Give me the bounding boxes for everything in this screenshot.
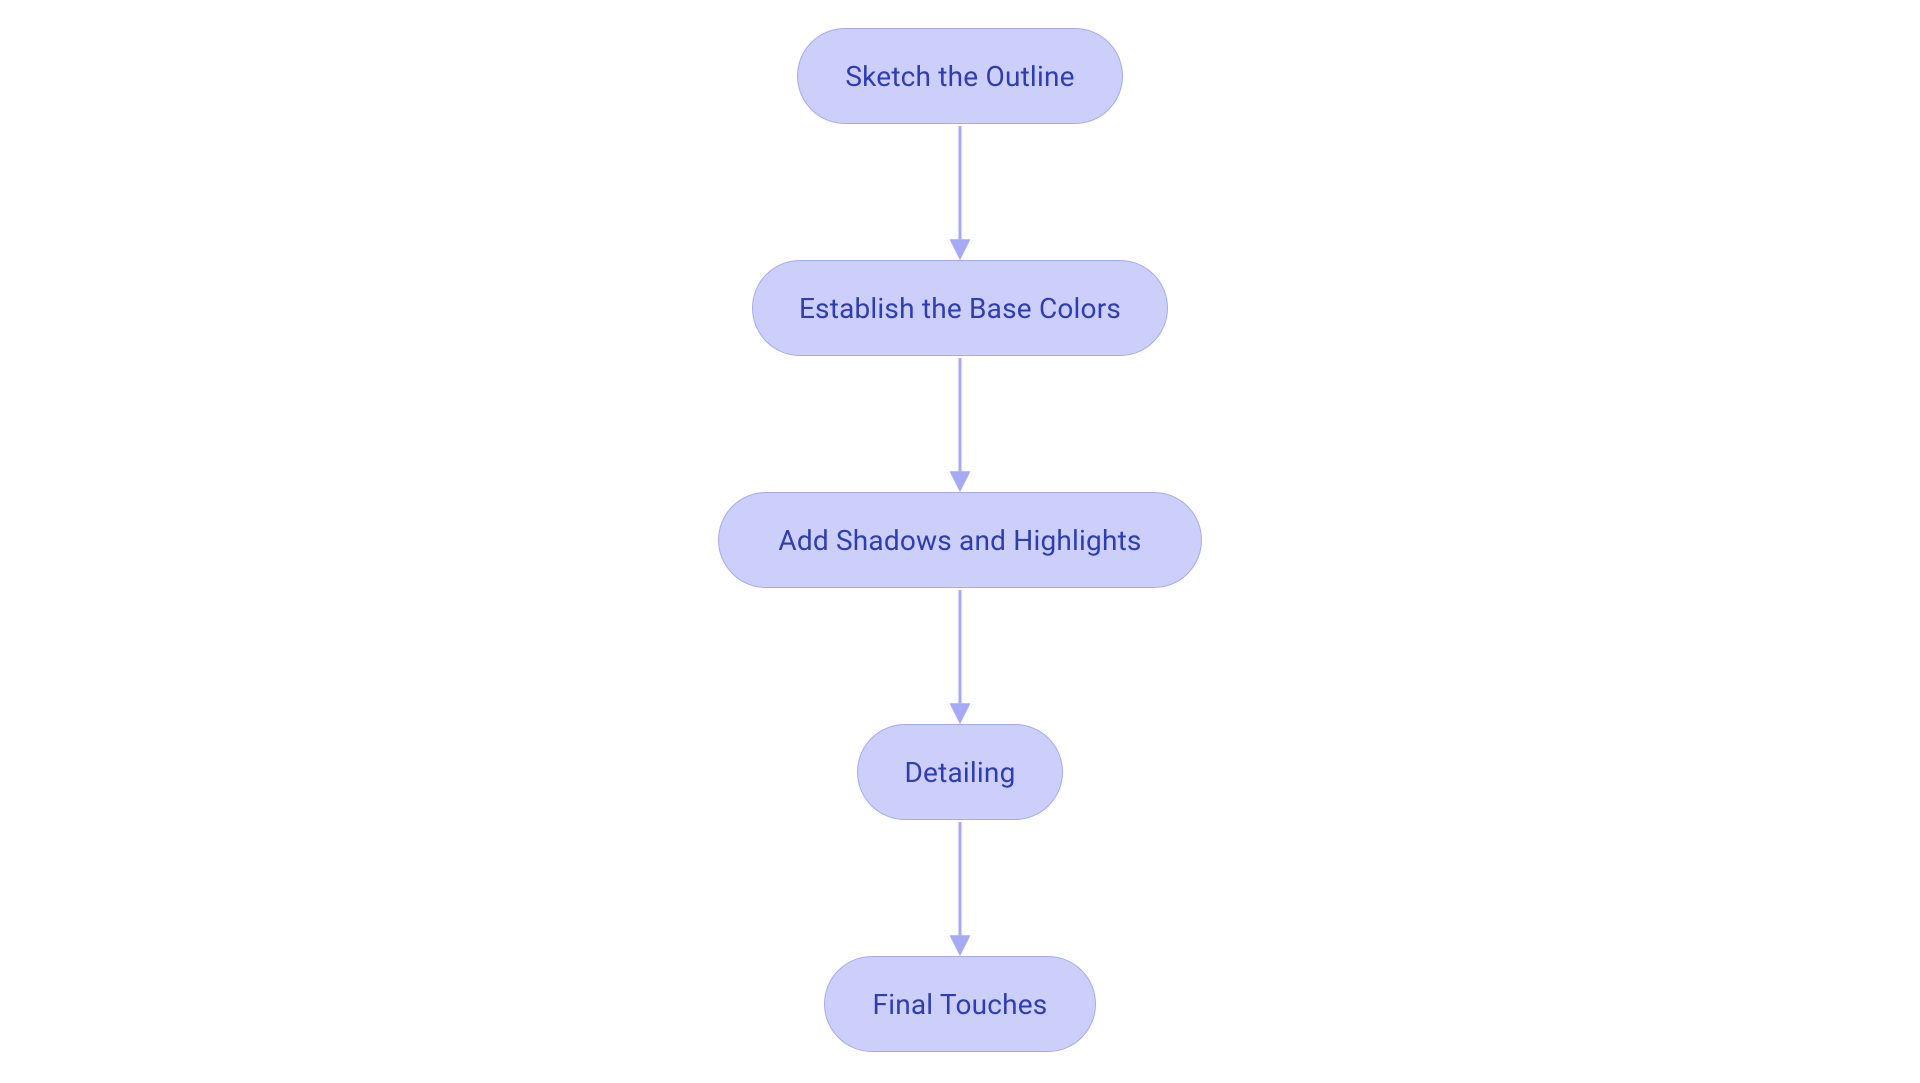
flowchart-node-label: Final Touches xyxy=(873,988,1048,1021)
flowchart-node-label: Establish the Base Colors xyxy=(799,292,1121,325)
flowchart-node-label: Add Shadows and Highlights xyxy=(778,524,1141,557)
flowchart-node-label: Sketch the Outline xyxy=(845,60,1074,93)
flowchart-node: Establish the Base Colors xyxy=(752,260,1168,356)
flowchart-node: Add Shadows and Highlights xyxy=(718,492,1202,588)
flowchart-node: Sketch the Outline xyxy=(797,28,1123,124)
flowchart-node: Detailing xyxy=(857,724,1063,820)
flowchart-node-label: Detailing xyxy=(904,756,1015,789)
flowchart-node: Final Touches xyxy=(824,956,1096,1052)
flowchart-canvas: Sketch the Outline Establish the Base Col… xyxy=(0,0,1920,1083)
